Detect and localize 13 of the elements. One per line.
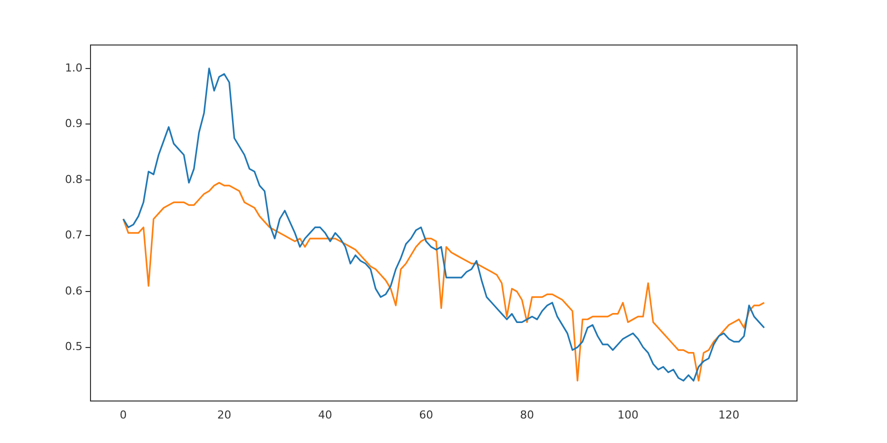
x-tick-label: 40 xyxy=(318,408,332,422)
y-tick-label: 0.5 xyxy=(64,340,82,354)
y-tick-label: 0.8 xyxy=(64,172,82,186)
x-tick-label: 0 xyxy=(120,408,127,422)
y-tick-label: 0.7 xyxy=(64,228,82,242)
x-tick-label: 100 xyxy=(617,408,638,422)
x-tick-label: 80 xyxy=(520,408,534,422)
x-tick-label: 120 xyxy=(718,408,740,422)
y-tick-label: 0.9 xyxy=(64,117,82,130)
y-tick-label: 0.6 xyxy=(64,284,82,298)
y-tick-label: 1.0 xyxy=(64,61,82,74)
x-tick-label: 60 xyxy=(419,408,434,422)
x-tick-label: 20 xyxy=(217,408,232,422)
